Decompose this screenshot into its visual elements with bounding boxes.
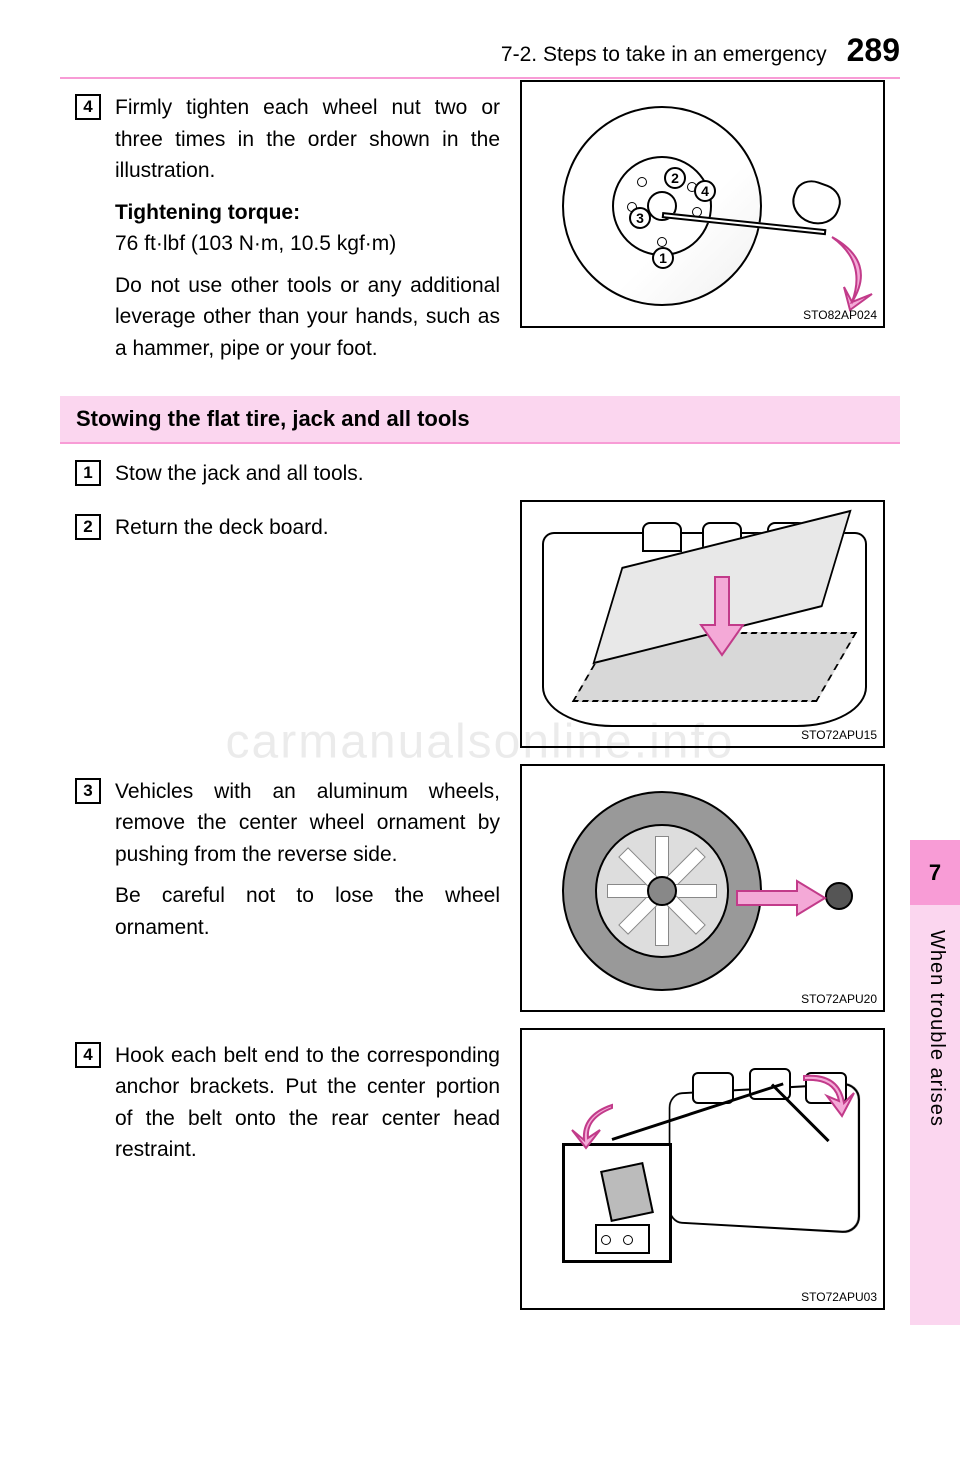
hook-arrow-icon	[799, 1068, 854, 1118]
chapter-tab-label: When trouble arises	[925, 930, 948, 1127]
rear-seat-headrest	[642, 522, 682, 552]
center-hub	[647, 876, 677, 906]
step-2-row: 2 Return the deck board. STO72APU15	[75, 500, 885, 748]
figure-belt-anchors: STO72APU03	[520, 1028, 885, 1310]
section-label: 7-2. Steps to take in an emergency	[501, 43, 827, 67]
deck-instruction: Return the deck board.	[115, 512, 500, 544]
step-number-box: 3	[75, 778, 101, 804]
anchor-hole	[623, 1235, 633, 1245]
tighten-warning: Do not use other tools or any additional…	[115, 270, 500, 365]
figure-caption: STO82AP024	[803, 308, 877, 322]
figure-caption: STO72APU15	[801, 728, 877, 742]
page-header: 7-2. Steps to take in an emergency 289	[60, 32, 900, 79]
step-number-box: 4	[75, 1042, 101, 1068]
page-content: 4 Firmly tighten each wheel nut two or t…	[75, 80, 885, 1310]
section-heading-bar: Stowing the flat tire, jack and all tool…	[60, 396, 900, 444]
center-ornament-cap	[825, 882, 853, 910]
step-4-belt: 4 Hook each belt end to the correspondin…	[75, 1040, 500, 1176]
page-number: 289	[847, 32, 900, 69]
down-arrow-icon	[697, 577, 747, 657]
lug-nut	[637, 177, 647, 187]
ornament-warning: Be careful not to lose the wheel ornamen…	[115, 880, 500, 943]
chapter-number-tab: 7	[910, 840, 960, 905]
anchor-bracket	[595, 1224, 650, 1254]
anchor-hole	[601, 1235, 611, 1245]
tighten-nut-row: 4 Firmly tighten each wheel nut two or t…	[75, 80, 885, 374]
interior-outline	[537, 1048, 872, 1293]
step-number-box: 4	[75, 94, 101, 120]
nut-order-3: 3	[629, 207, 651, 229]
hand-icon	[786, 175, 845, 231]
step-1-stow: 1 Stow the jack and all tools.	[75, 458, 885, 500]
step-3-ornament: 3 Vehicles with an aluminum wheels, remo…	[75, 776, 500, 954]
headrest	[692, 1072, 734, 1104]
step-number-box: 1	[75, 460, 101, 486]
step-2-deck: 2 Return the deck board.	[75, 512, 500, 554]
step-4-tighten: 4 Firmly tighten each wheel nut two or t…	[75, 92, 500, 374]
hook-arrow-icon	[572, 1100, 622, 1150]
rotation-arrow-icon	[822, 232, 872, 302]
nut-order-4: 4	[694, 180, 716, 202]
belt-instruction: Hook each belt end to the corresponding …	[115, 1040, 500, 1166]
right-margin: 7 When trouble arises	[910, 0, 960, 1484]
figure-deck-board: STO72APU15	[520, 500, 885, 748]
torque-label: Tightening torque:	[115, 201, 300, 224]
push-arrow-icon	[737, 881, 827, 915]
stow-instruction: Stow the jack and all tools.	[115, 458, 885, 490]
detail-inset	[562, 1143, 672, 1263]
nut-order-2: 2	[664, 167, 686, 189]
figure-caption: STO72APU03	[801, 1290, 877, 1304]
nut-order-1: 1	[652, 247, 674, 269]
figure-wheel-ornament: STO72APU20	[520, 764, 885, 1012]
lug-nut	[657, 237, 667, 247]
step-4-row: 4 Hook each belt end to the correspondin…	[75, 1028, 885, 1310]
figure-caption: STO72APU20	[801, 992, 877, 1006]
torque-value: 76 ft·lbf (103 N·m, 10.5 kgf·m)	[115, 232, 396, 255]
torque-spec: Tightening torque: 76 ft·lbf (103 N·m, 1…	[115, 197, 500, 260]
step-number-box: 2	[75, 514, 101, 540]
figure-wheel-nuts: 1 2 3 4 STO82AP024	[520, 80, 885, 328]
tighten-instruction: Firmly tighten each wheel nut two or thr…	[115, 92, 500, 187]
step-3-row: 3 Vehicles with an aluminum wheels, remo…	[75, 764, 885, 1012]
belt-buckle	[600, 1161, 654, 1221]
ornament-instruction: Vehicles with an aluminum wheels, remove…	[115, 776, 500, 871]
